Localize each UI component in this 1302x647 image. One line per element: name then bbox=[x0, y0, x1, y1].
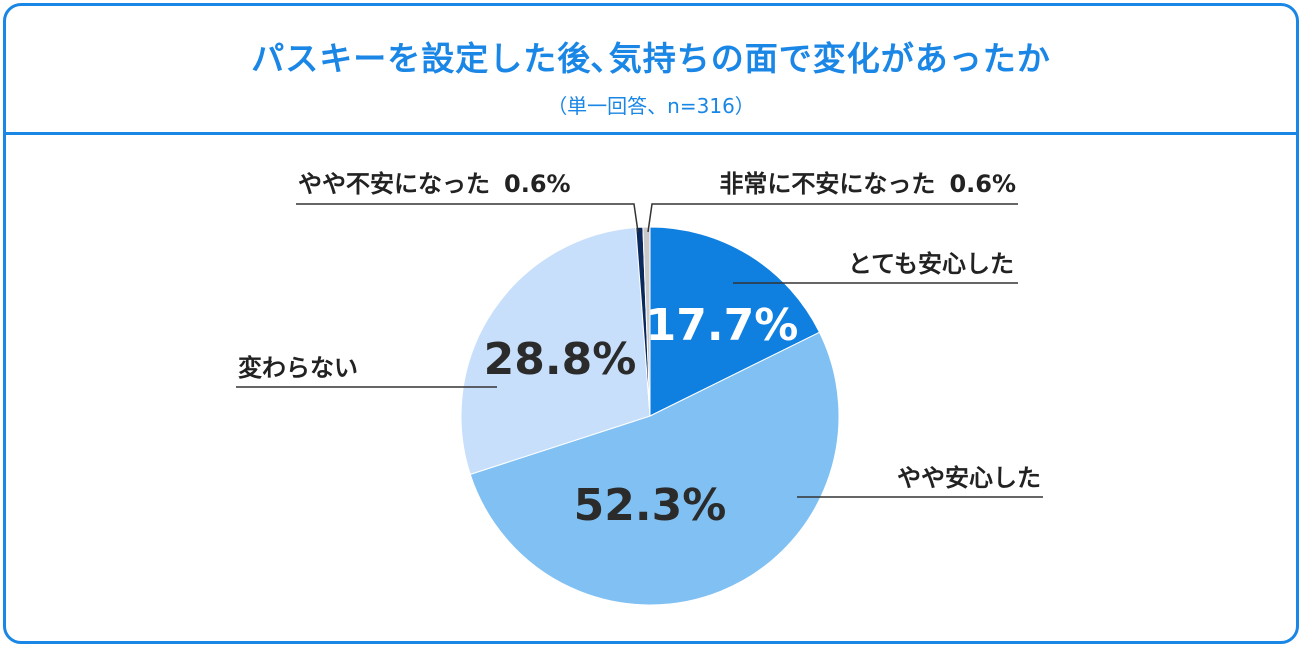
label-somewhat-anxious: やや不安になった 0.6% bbox=[298, 170, 571, 198]
pie-slices bbox=[460, 226, 840, 606]
value-very-relieved: 17.7% bbox=[646, 300, 799, 351]
slice-no-change bbox=[460, 227, 651, 476]
label-somewhat-relieved: やや安心した bbox=[897, 464, 1041, 492]
label-very-anxious-name: 非常に不安になった bbox=[719, 170, 935, 198]
chart-subtitle: （単一回答、n=316） bbox=[547, 94, 755, 118]
label-very-anxious-value: 0.6% bbox=[949, 170, 1016, 198]
value-somewhat-relieved: 52.3% bbox=[574, 480, 727, 531]
leader-lines bbox=[236, 203, 1043, 498]
chart-header: パスキーを設定した後､気持ちの面で変化があったか （単一回答、n=316） bbox=[6, 6, 1296, 135]
leader-line-somewhat-anxious bbox=[296, 203, 639, 233]
label-very-relieved: とても安心した bbox=[848, 250, 1014, 278]
chart-title: パスキーを設定した後､気持ちの面で変化があったか bbox=[251, 39, 1051, 78]
slice-somewhat-relieved bbox=[469, 331, 840, 606]
label-very-anxious: 非常に不安になった 0.6% bbox=[719, 170, 1016, 198]
value-no-change: 28.8% bbox=[484, 334, 637, 385]
leader-line-very-anxious bbox=[647, 203, 1018, 233]
label-somewhat-anxious-value: 0.6% bbox=[504, 170, 571, 198]
label-no-change: 変わらない bbox=[238, 354, 358, 382]
slice-very-anxious bbox=[642, 226, 651, 417]
slice-very-relieved bbox=[649, 226, 821, 417]
label-somewhat-anxious-name: やや不安になった bbox=[298, 170, 490, 198]
